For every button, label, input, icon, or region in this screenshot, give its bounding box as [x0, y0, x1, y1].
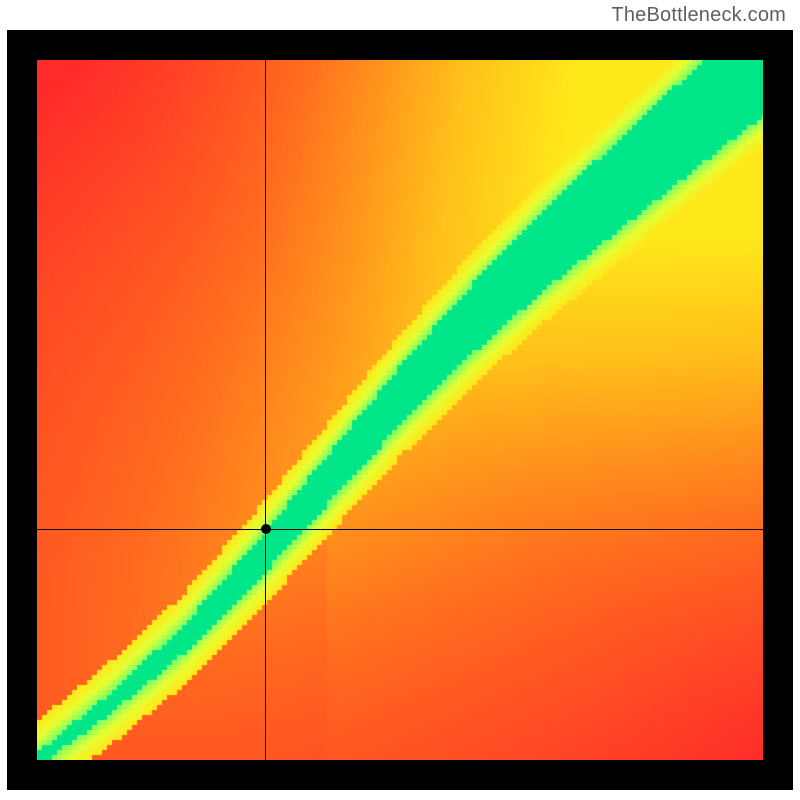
crosshair-vertical	[265, 60, 266, 760]
crosshair-horizontal	[37, 529, 763, 530]
heatmap-canvas	[37, 60, 763, 760]
heatmap-plot	[37, 60, 763, 760]
chart-container: TheBottleneck.com	[0, 0, 800, 800]
crosshair-marker	[261, 524, 271, 534]
watermark-text: TheBottleneck.com	[611, 4, 786, 27]
